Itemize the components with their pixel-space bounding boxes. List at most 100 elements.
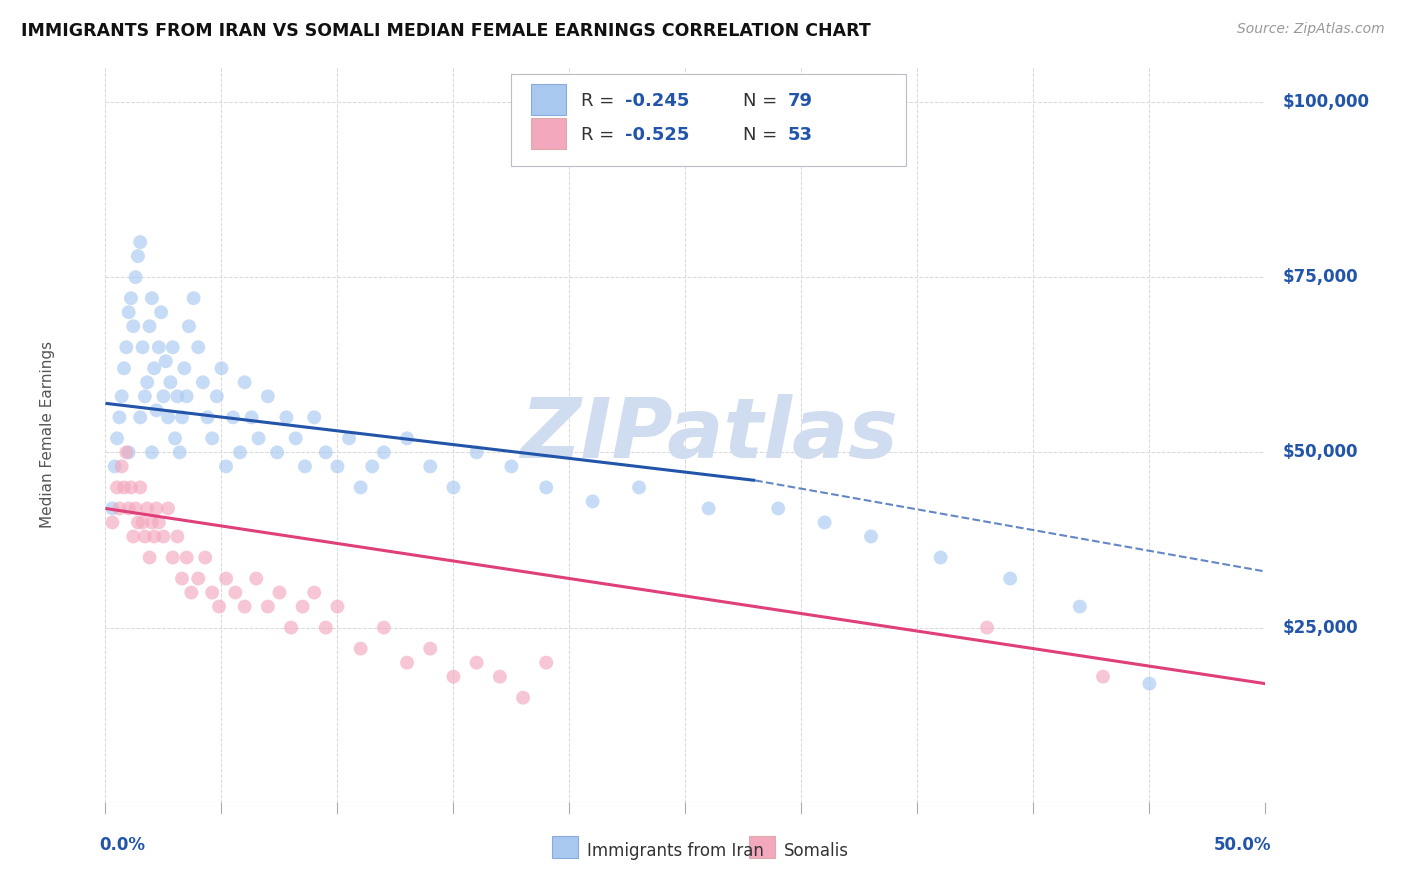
Text: $100,000: $100,000 [1282, 93, 1369, 111]
Point [284, 431, 307, 445]
Text: N =: N = [744, 93, 783, 111]
Point [176, 550, 198, 565]
Point [929, 550, 952, 565]
Point [266, 445, 288, 459]
Point [245, 572, 267, 586]
Point [145, 501, 167, 516]
Point [215, 459, 238, 474]
Point [118, 305, 141, 319]
Point [697, 501, 720, 516]
Point [373, 445, 395, 459]
Point [294, 459, 316, 474]
Point [166, 529, 188, 543]
FancyBboxPatch shape [531, 84, 567, 115]
Point [131, 340, 153, 354]
Point [177, 319, 200, 334]
Text: Median Female Earnings: Median Female Earnings [39, 342, 55, 528]
Point [138, 319, 160, 334]
Point [326, 459, 349, 474]
Point [127, 249, 149, 263]
Text: $25,000: $25,000 [1282, 618, 1358, 637]
Text: Immigrants from Iran: Immigrants from Iran [586, 842, 763, 860]
Point [534, 656, 557, 670]
Point [396, 656, 419, 670]
Point [257, 599, 280, 614]
Point [115, 445, 138, 459]
Point [229, 445, 252, 459]
Point [162, 550, 184, 565]
Point [349, 641, 371, 656]
Point [136, 376, 159, 390]
Point [224, 585, 246, 599]
Point [141, 516, 163, 530]
Point [112, 361, 135, 376]
Point [194, 550, 217, 565]
Point [276, 410, 298, 425]
Point [162, 340, 184, 354]
Point [143, 361, 166, 376]
Point [337, 431, 360, 445]
Point [105, 480, 128, 494]
Text: R =: R = [581, 93, 620, 111]
FancyBboxPatch shape [749, 836, 775, 858]
Point [148, 516, 170, 530]
Point [120, 291, 142, 305]
Point [269, 585, 291, 599]
Point [419, 641, 441, 656]
Point [291, 599, 314, 614]
Point [201, 585, 224, 599]
Point [489, 670, 512, 684]
Point [170, 410, 193, 425]
Point [512, 690, 534, 705]
Point [105, 431, 128, 445]
Point [134, 389, 156, 403]
Text: N =: N = [744, 127, 783, 145]
FancyBboxPatch shape [531, 118, 567, 149]
Point [148, 340, 170, 354]
Point [138, 550, 160, 565]
Point [131, 516, 153, 530]
Point [118, 445, 141, 459]
Point [1139, 676, 1161, 690]
Point [101, 516, 124, 530]
Point [145, 403, 167, 417]
Point [315, 445, 337, 459]
Point [582, 494, 605, 508]
Point [187, 340, 209, 354]
Point [159, 376, 181, 390]
Point [628, 480, 651, 494]
Point [157, 410, 180, 425]
Text: ZIPatlas: ZIPatlas [520, 394, 897, 475]
Point [180, 585, 202, 599]
Point [501, 459, 523, 474]
Point [108, 410, 131, 425]
Point [120, 480, 142, 494]
Point [208, 599, 231, 614]
Point [143, 529, 166, 543]
Point [122, 319, 145, 334]
Point [1069, 599, 1091, 614]
Point [211, 361, 233, 376]
Point [157, 501, 180, 516]
Point [152, 389, 174, 403]
Point [233, 599, 256, 614]
Point [419, 459, 441, 474]
Point [1092, 670, 1115, 684]
Point [141, 445, 163, 459]
Point [104, 459, 127, 474]
Point [361, 459, 384, 474]
Point [976, 621, 998, 635]
Point [187, 572, 209, 586]
Point [136, 501, 159, 516]
Point [163, 431, 186, 445]
FancyBboxPatch shape [553, 836, 578, 858]
Point [441, 670, 464, 684]
Point [240, 410, 263, 425]
Point [326, 599, 349, 614]
Point [373, 621, 395, 635]
Point [1000, 572, 1022, 586]
Text: $50,000: $50,000 [1282, 443, 1358, 461]
Point [118, 501, 141, 516]
Text: R =: R = [581, 127, 620, 145]
Point [191, 376, 214, 390]
